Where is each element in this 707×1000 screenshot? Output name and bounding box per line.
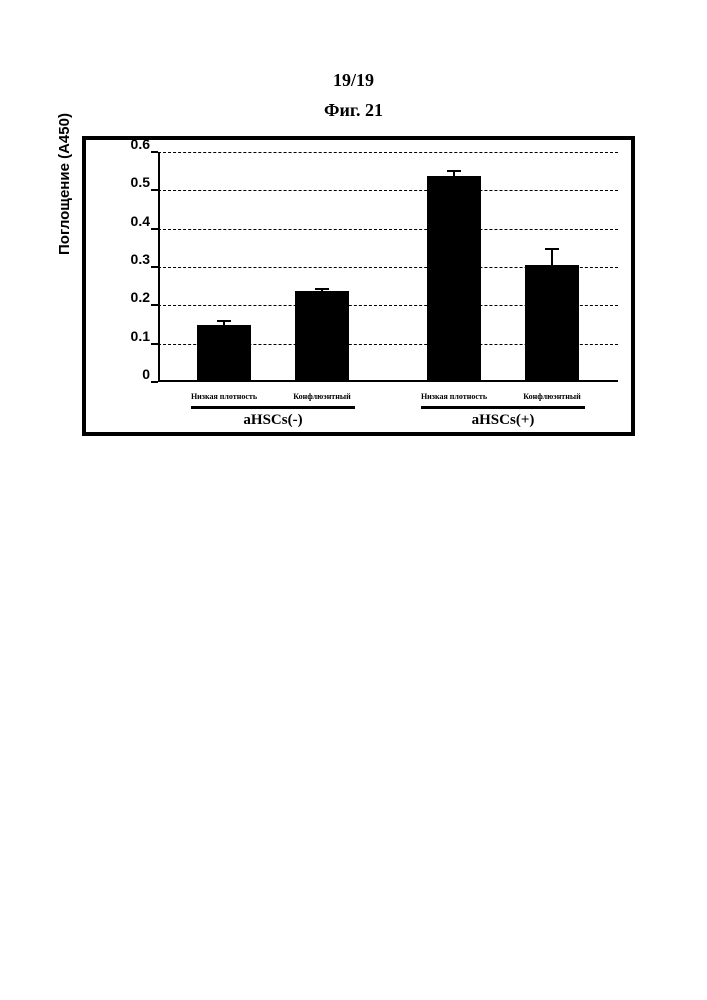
y-tick-label: 0.2 — [131, 289, 158, 305]
bar — [197, 325, 251, 382]
bar — [295, 291, 349, 382]
y-tick-label: 0.1 — [131, 328, 158, 344]
y-axis-title: Поглощение (А450) — [56, 113, 73, 255]
x-group-label: aHSCs(-) — [197, 412, 349, 429]
x-sublabel: Низкая плотность — [174, 392, 274, 401]
error-bar — [551, 249, 553, 264]
x-group-label: aHSCs(+) — [427, 412, 579, 429]
y-tick-label: 0.5 — [131, 174, 158, 190]
x-group-line — [421, 406, 585, 409]
chart-border: 00.10.20.30.40.50.6 Низкая плотностьКонф… — [82, 136, 635, 436]
x-group-line — [191, 406, 355, 409]
x-sublabel: Конфлюэнтный — [502, 392, 602, 401]
figure-title: Фиг. 21 — [0, 100, 707, 121]
error-cap — [447, 170, 461, 172]
plot-area: 00.10.20.30.40.50.6 — [158, 152, 618, 382]
grid-line — [158, 190, 618, 191]
page-number: 19/19 — [0, 70, 707, 91]
bar — [525, 265, 579, 382]
chart-inner: 00.10.20.30.40.50.6 Низкая плотностьКонф… — [86, 140, 631, 432]
error-cap — [545, 248, 559, 250]
error-cap — [315, 288, 329, 290]
bar — [427, 176, 481, 382]
y-tick-label: 0.4 — [131, 213, 158, 229]
error-cap — [217, 320, 231, 322]
y-axis-line — [158, 152, 160, 382]
y-tick-label: 0.6 — [131, 136, 158, 152]
x-sublabel: Низкая плотность — [404, 392, 504, 401]
x-sublabel: Конфлюэнтный — [272, 392, 372, 401]
grid-line — [158, 152, 618, 153]
y-tick-label: 0.3 — [131, 251, 158, 267]
y-tick-label: 0 — [142, 366, 158, 382]
page: 19/19 Фиг. 21 Поглощение (А450) 00.10.20… — [0, 0, 707, 1000]
grid-line — [158, 229, 618, 230]
